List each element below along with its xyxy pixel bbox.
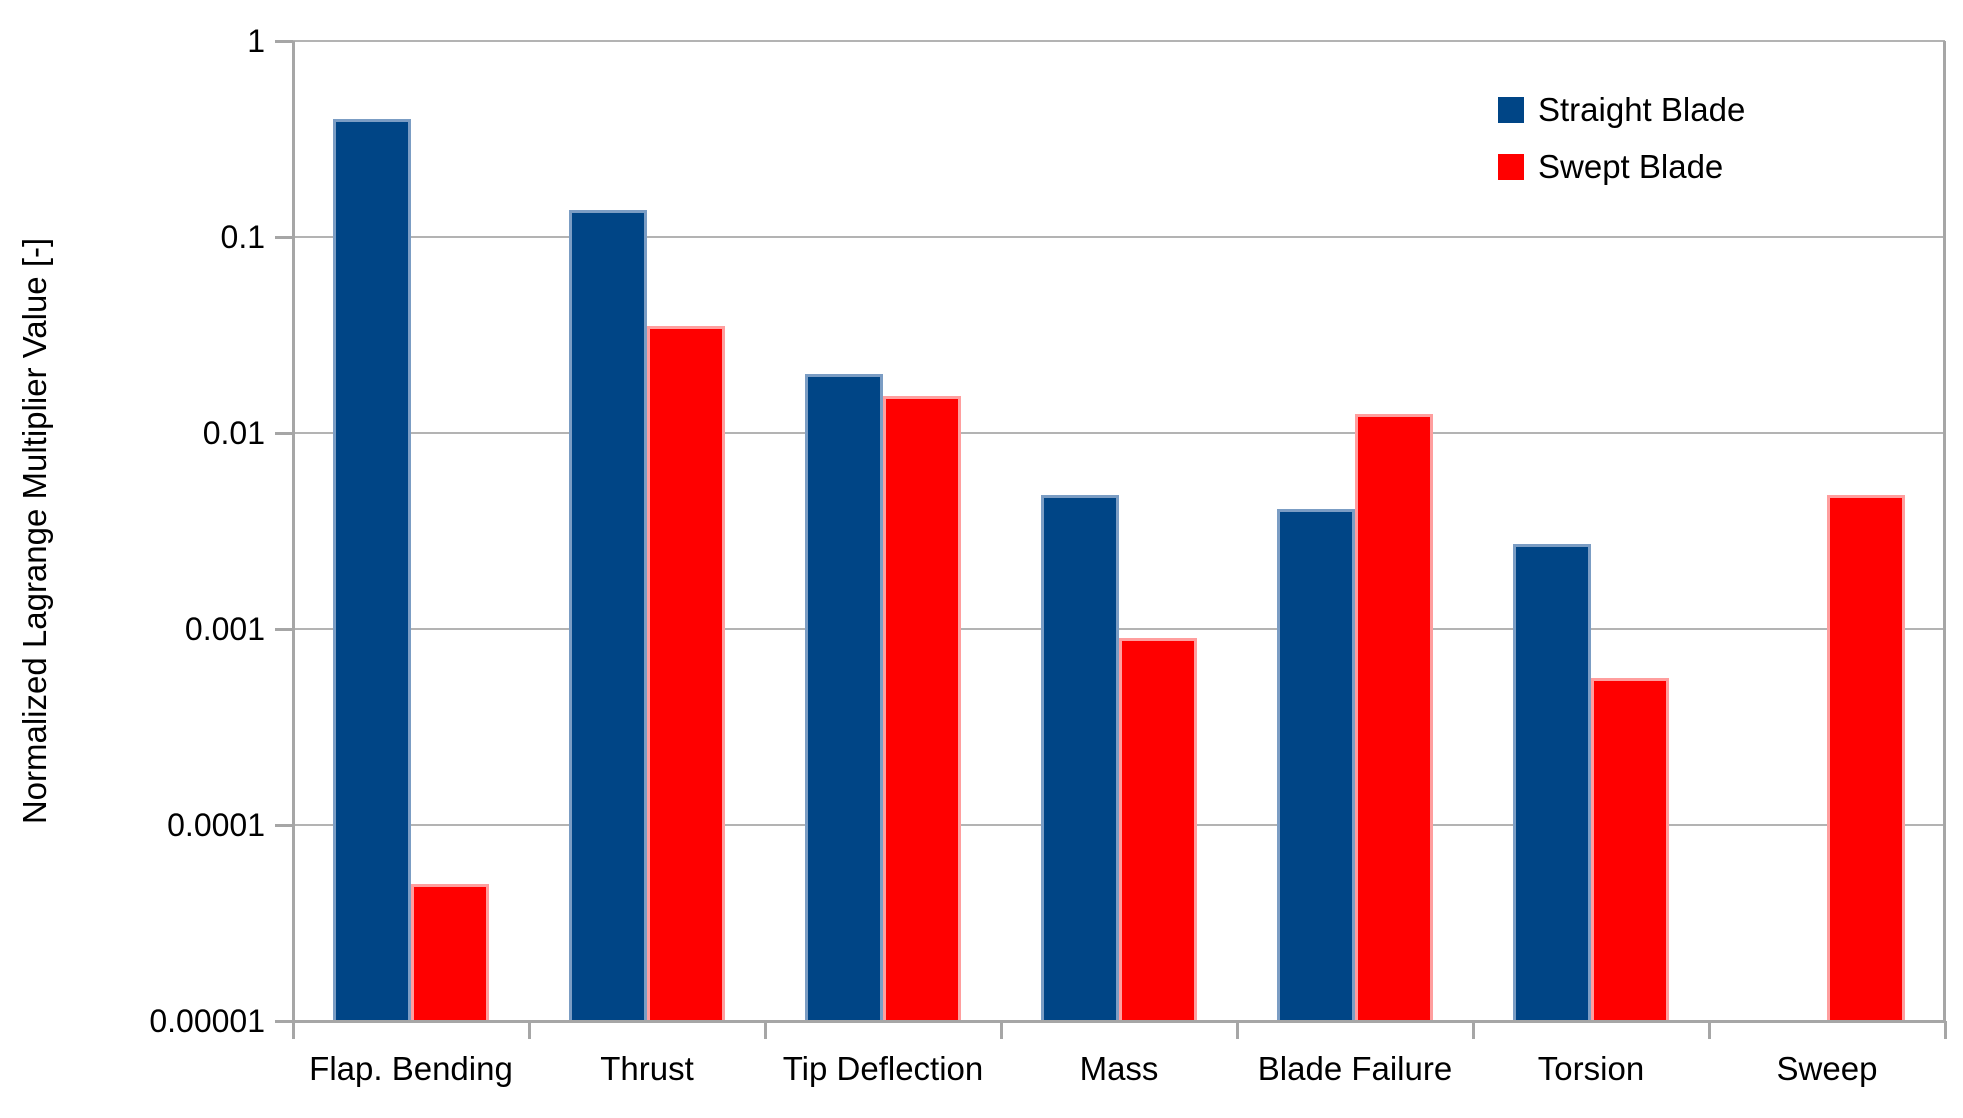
- bar-swept-blade-sweep: [1827, 495, 1905, 1021]
- y-tick-label: 0.0001: [167, 807, 265, 843]
- y-axis-tick: [275, 432, 293, 435]
- y-tick-label: 0.01: [202, 415, 265, 451]
- x-axis-tick: [1708, 1021, 1711, 1039]
- legend-label-straight-blade: Straight Blade: [1538, 91, 1746, 128]
- x-axis-tick: [1944, 1021, 1947, 1039]
- legend: Straight Blade Swept Blade: [1498, 93, 1745, 207]
- x-axis-tick: [764, 1021, 767, 1039]
- x-axis-tick: [1472, 1021, 1475, 1039]
- legend-item-straight-blade: Straight Blade: [1498, 93, 1745, 127]
- gridline: [293, 432, 1945, 434]
- bar-straight-blade-tip-deflection: [805, 374, 883, 1021]
- bar-swept-blade-blade-failure: [1355, 414, 1433, 1021]
- gridline: [293, 40, 1945, 42]
- bar-straight-blade-blade-failure: [1277, 509, 1355, 1021]
- legend-swatch-straight-blade: [1498, 97, 1524, 123]
- legend-item-swept-blade: Swept Blade: [1498, 150, 1745, 184]
- y-axis-tick: [275, 40, 293, 43]
- y-tick-label: 0.001: [184, 611, 265, 647]
- bar-swept-blade-torsion: [1591, 678, 1669, 1021]
- bar-straight-blade-thrust: [569, 210, 647, 1021]
- x-axis-label: Mass: [1079, 1050, 1159, 1087]
- bar-swept-blade-flap-bending: [411, 884, 489, 1021]
- x-axis-line: [275, 1020, 1945, 1023]
- x-axis-label: Flap. Bending: [309, 1050, 513, 1087]
- bar-straight-blade-flap-bending: [333, 119, 411, 1021]
- y-tick-label: 0.1: [220, 219, 265, 255]
- bar-swept-blade-mass: [1119, 638, 1197, 1021]
- gridline: [293, 628, 1945, 630]
- y-tick-label: 0.00001: [149, 1003, 265, 1039]
- legend-swatch-swept-blade: [1498, 154, 1524, 180]
- bar-swept-blade-thrust: [647, 326, 725, 1021]
- x-axis-label: Blade Failure: [1257, 1050, 1453, 1087]
- y-axis-tick: [275, 628, 293, 631]
- y-axis-tick: [275, 824, 293, 827]
- bar-straight-blade-torsion: [1513, 544, 1591, 1021]
- x-axis-label: Thrust: [600, 1050, 694, 1087]
- y-tick-label: 1: [247, 23, 265, 59]
- y-axis-line: [292, 41, 295, 1021]
- y-axis-title: Normalized Lagrange Multiplier Value [-]: [16, 237, 53, 825]
- x-axis-tick: [1236, 1021, 1239, 1039]
- y-axis-tick: [275, 236, 293, 239]
- bar-swept-blade-tip-deflection: [883, 396, 961, 1021]
- legend-label-swept-blade: Swept Blade: [1538, 148, 1724, 185]
- x-axis-label: Torsion: [1537, 1050, 1645, 1087]
- x-axis-tick: [1000, 1021, 1003, 1039]
- x-axis-tick: [528, 1021, 531, 1039]
- bar-straight-blade-mass: [1041, 495, 1119, 1021]
- x-axis-tick: [292, 1021, 295, 1039]
- x-axis-label: Tip Deflection: [782, 1050, 984, 1087]
- plot-right-border: [1943, 41, 1946, 1021]
- x-axis-label: Sweep: [1776, 1050, 1878, 1087]
- gridline: [293, 236, 1945, 238]
